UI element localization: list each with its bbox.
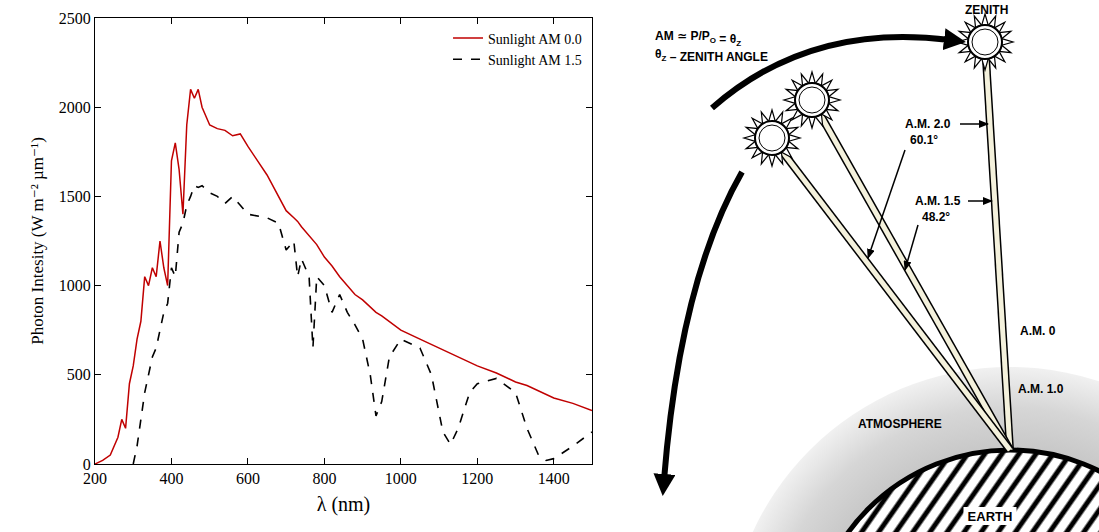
svg-text:ZENITH: ZENITH — [965, 3, 1008, 17]
svg-text:A.M. 0: A.M. 0 — [1020, 324, 1056, 338]
svg-text:1200: 1200 — [461, 470, 493, 487]
svg-text:2000: 2000 — [59, 99, 91, 116]
svg-text:0: 0 — [83, 456, 91, 473]
svg-text:λ (nm): λ (nm) — [317, 493, 371, 516]
svg-text:EARTH: EARTH — [968, 509, 1013, 524]
svg-text:600: 600 — [236, 470, 260, 487]
svg-text:ATMOSPHERE: ATMOSPHERE — [858, 417, 942, 431]
svg-text:A.M. 1.0: A.M. 1.0 — [1018, 382, 1064, 396]
svg-text:400: 400 — [159, 470, 183, 487]
svg-text:A.M. 1.5: A.M. 1.5 — [915, 194, 961, 208]
svg-text:1000: 1000 — [385, 470, 417, 487]
svg-text:200: 200 — [83, 470, 107, 487]
svg-text:500: 500 — [67, 366, 91, 383]
svg-text:48.2°: 48.2° — [922, 210, 950, 224]
svg-text:Sunlight AM 1.5: Sunlight AM 1.5 — [488, 53, 582, 68]
svg-text:60.1°: 60.1° — [910, 133, 938, 147]
svg-text:Photon Intesity (W m⁻² µm⁻¹): Photon Intesity (W m⁻² µm⁻¹) — [28, 137, 47, 345]
svg-text:1400: 1400 — [538, 470, 570, 487]
svg-text:A.M. 2.0: A.M. 2.0 — [905, 117, 951, 131]
svg-text:θZ – ZENITH ANGLE: θZ – ZENITH ANGLE — [655, 47, 768, 64]
svg-text:AM ≃ P/PO = θZ: AM ≃ P/PO = θZ — [655, 29, 741, 48]
svg-text:2500: 2500 — [59, 10, 91, 27]
svg-text:1000: 1000 — [59, 277, 91, 294]
svg-text:Sunlight AM 0.0: Sunlight AM 0.0 — [488, 32, 582, 47]
svg-text:1500: 1500 — [59, 188, 91, 205]
svg-text:800: 800 — [312, 470, 336, 487]
